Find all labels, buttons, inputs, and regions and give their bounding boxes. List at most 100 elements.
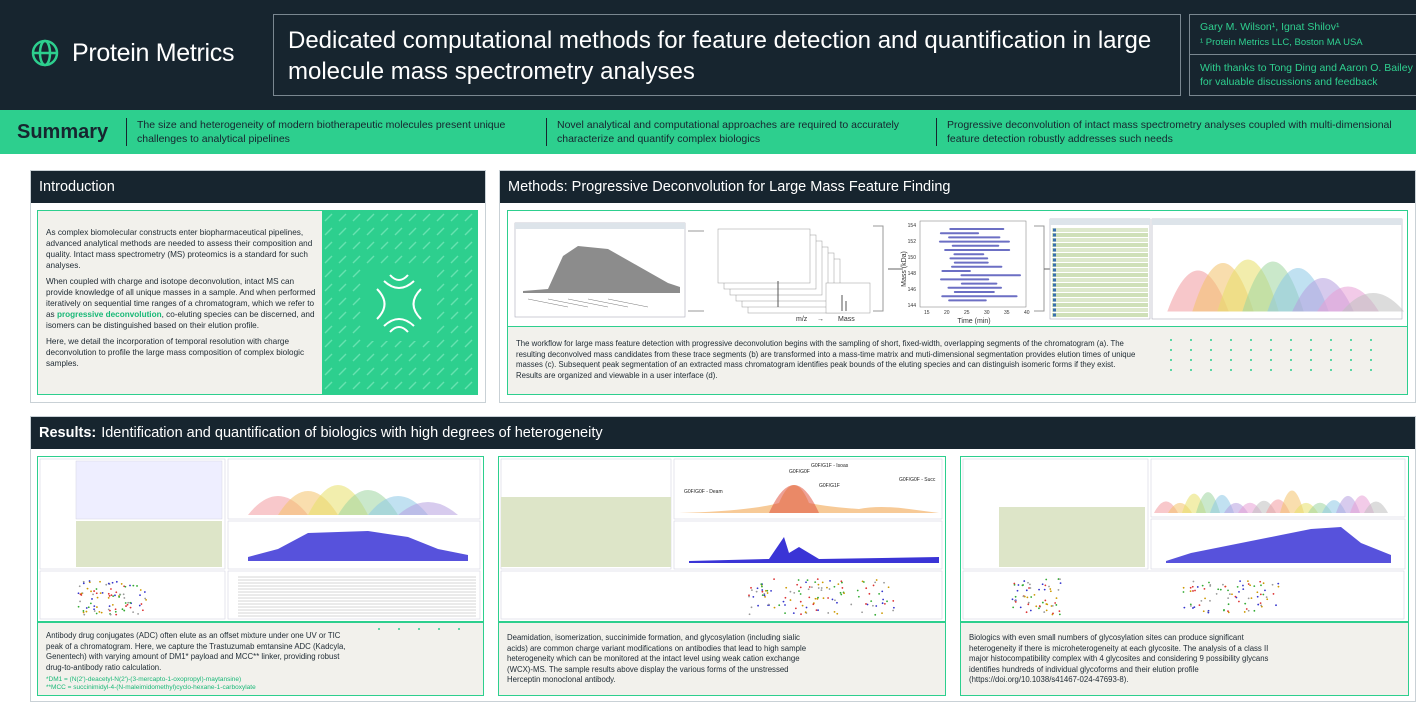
feature-point — [827, 612, 830, 614]
feature-point — [750, 606, 753, 609]
feature-point — [108, 605, 111, 608]
feature-point — [1203, 587, 1206, 590]
feature-point — [814, 581, 817, 584]
feature-point — [1045, 578, 1048, 581]
feature-point — [89, 602, 92, 605]
feature-point — [1209, 599, 1211, 602]
feature-point — [820, 589, 823, 592]
feature-point — [883, 581, 885, 584]
feature-point — [1033, 593, 1036, 596]
feature-point — [110, 588, 112, 590]
feature-point — [1055, 604, 1058, 606]
logo: Protein Metrics — [30, 38, 235, 68]
feature-point — [1262, 582, 1265, 585]
feature-point — [99, 592, 102, 595]
feature-point — [833, 585, 836, 588]
title-box: Dedicated computational methods for feat… — [273, 14, 1181, 96]
feature-point — [1208, 581, 1210, 584]
feature-point — [118, 596, 121, 598]
feature-point — [837, 583, 840, 586]
results-title-bold: Results: — [39, 425, 97, 441]
charge-variant-screenshot: G0F/G0F G0F/G1F G0F/G0F - Deam G0F/G1F -… — [500, 458, 943, 620]
feature-point — [817, 587, 820, 589]
feature-point — [1242, 584, 1244, 587]
feature-point — [785, 586, 788, 589]
c-ytick: 148 — [908, 271, 917, 277]
methods-heading: Methods: Progressive Deconvolution for L… — [500, 171, 1415, 203]
feature-point — [1189, 603, 1192, 606]
feature-point — [1059, 578, 1061, 581]
feature-point — [120, 583, 123, 585]
intro-paragraph-2: When coupled with charge and isotope dec… — [46, 276, 316, 331]
feature-point — [93, 610, 96, 612]
feature-point — [892, 606, 895, 609]
feature-point — [1227, 589, 1229, 592]
feature-point — [1038, 588, 1040, 591]
feature-point — [793, 592, 796, 594]
feature-point — [115, 591, 118, 594]
intro-p2-end: , co-eluting species can be discerned, a… — [46, 310, 315, 330]
panel1-note-1: *DM1 = (N(2ʹ)-deacetyl-N(2ʹ)-(3-mercapto… — [46, 676, 242, 683]
feature-point — [760, 583, 763, 586]
feature-point — [868, 592, 871, 595]
feature-point — [93, 590, 96, 592]
feature-point — [77, 605, 80, 608]
p2-label-1: G0F/G0F — [789, 469, 810, 475]
decor-dots-1 — [378, 628, 568, 630]
feature-point — [1052, 612, 1054, 615]
feature-point — [763, 592, 766, 595]
feature-point — [1204, 597, 1206, 600]
c-xtick: 30 — [984, 310, 990, 316]
feature-point — [1041, 583, 1044, 586]
acknowledgements: With thanks to Tong Ding and Aaron O. Ba… — [1200, 62, 1413, 88]
feature-point — [90, 590, 92, 593]
molecule-icon — [376, 274, 422, 333]
feature-point — [124, 585, 127, 588]
feature-point — [820, 587, 823, 589]
glycoform-peak — [1364, 501, 1388, 513]
feature-point — [892, 609, 895, 612]
feature-point — [132, 611, 135, 614]
feature-point — [1228, 593, 1231, 596]
feature-point — [1192, 590, 1194, 592]
feature-point — [761, 594, 764, 597]
feature-point — [1027, 601, 1030, 604]
feature-point — [82, 580, 85, 583]
feature-point — [121, 608, 124, 611]
feature-point — [1022, 584, 1025, 586]
feature-point — [107, 608, 110, 611]
feature-point — [1245, 608, 1248, 610]
feature-point — [778, 604, 781, 607]
feature-point — [861, 611, 863, 614]
feature-point — [866, 603, 869, 606]
feature-point — [805, 606, 808, 609]
feature-point — [139, 589, 142, 591]
intro-paragraph-1: As complex biomolecular constructs enter… — [46, 228, 313, 270]
c-ytick: 154 — [908, 223, 917, 229]
feature-point — [1272, 593, 1275, 595]
feature-point — [816, 578, 819, 581]
feature-point — [872, 584, 875, 587]
feature-point — [1207, 611, 1210, 614]
feature-point — [1025, 589, 1028, 592]
panel2-text: Deamidation, isomerization, succinimide … — [507, 633, 807, 684]
feature-point — [79, 593, 82, 596]
feature-point — [1231, 593, 1233, 596]
feature-point — [1234, 595, 1237, 598]
feature-point — [1048, 585, 1050, 588]
feature-point — [1196, 586, 1199, 588]
feature-point — [1198, 604, 1201, 607]
feature-point — [748, 594, 750, 597]
feature-point — [770, 589, 772, 592]
feature-point — [1057, 589, 1060, 591]
feature-point — [817, 583, 820, 586]
feature-point — [85, 607, 88, 609]
feature-point — [125, 605, 127, 607]
feature-point — [1027, 603, 1030, 606]
feature-point — [1023, 580, 1026, 582]
feature-point — [1028, 587, 1030, 589]
feature-point — [123, 597, 126, 599]
feature-point — [1244, 602, 1247, 605]
authors-box: Gary M. Wilson¹, Ignat Shilov¹ ¹ Protein… — [1189, 14, 1416, 96]
feature-point — [1227, 603, 1230, 606]
